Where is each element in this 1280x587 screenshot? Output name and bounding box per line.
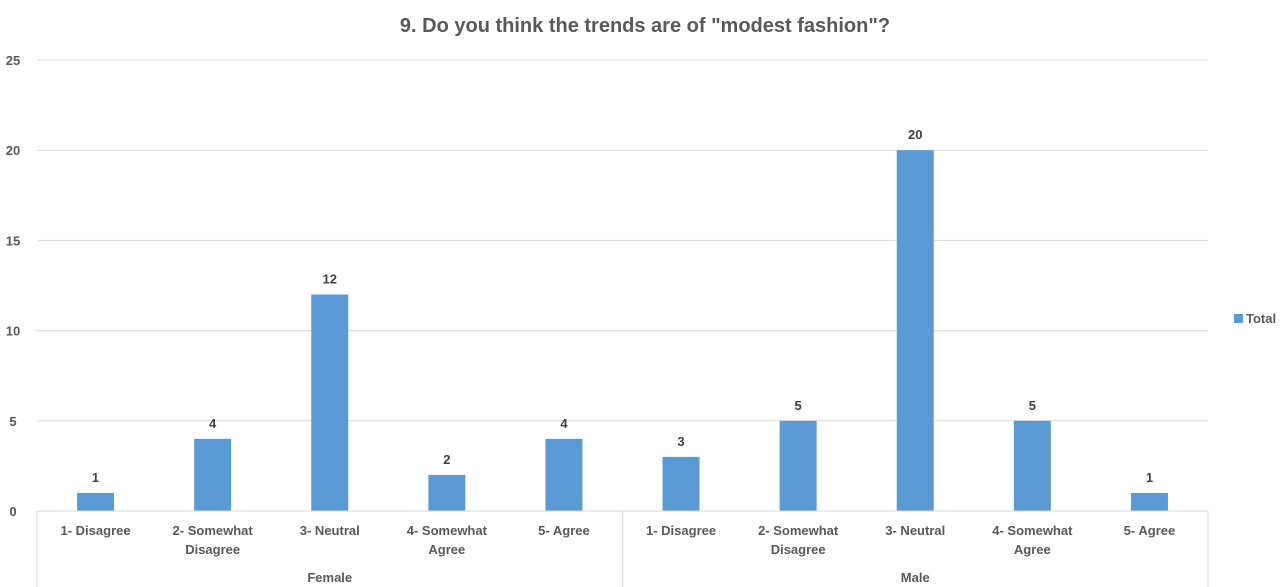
data-label: 4	[560, 416, 568, 431]
x-tick-label: 4- Somewhat Agree	[407, 523, 488, 557]
y-tick-label: 15	[6, 233, 20, 248]
x-tick-label: 3- Neutral	[885, 523, 945, 538]
x-tick-label: 2- Somewhat Disagree	[758, 523, 839, 557]
x-tick-label: 1- Disagree	[646, 523, 716, 538]
bar	[1130, 492, 1168, 511]
y-axis: 0 5 10 15 20 25	[6, 53, 20, 519]
data-label: 1	[1146, 470, 1153, 485]
data-label: 4	[209, 416, 217, 431]
x-tick-label: 4- Somewhat Agree	[992, 523, 1073, 557]
bar	[77, 492, 115, 511]
bar	[896, 150, 934, 511]
y-tick-label: 10	[6, 324, 20, 339]
bar	[428, 474, 466, 511]
data-label: 3	[677, 434, 684, 449]
legend-swatch	[1234, 314, 1243, 323]
bar	[311, 294, 349, 511]
bars	[77, 150, 1168, 511]
data-label: 1	[92, 470, 99, 485]
x-tick-label: 5- Agree	[1124, 523, 1176, 538]
x-tick-label: 3- Neutral	[300, 523, 360, 538]
group-label: Male	[901, 570, 930, 585]
y-tick-label: 25	[6, 53, 20, 68]
bar	[545, 438, 583, 511]
bar	[662, 456, 700, 511]
x-tick-label: 5- Agree	[538, 523, 590, 538]
data-label: 2	[443, 452, 450, 467]
y-tick-label: 0	[9, 504, 16, 519]
x-tick-label: 1- Disagree	[61, 523, 131, 538]
chart-title: 9. Do you think the trends are of "modes…	[400, 15, 890, 37]
x-axis: 1- Disagree 2- Somewhat Disagree 3- Neutral…	[36, 510, 1209, 587]
data-label: 12	[323, 272, 337, 287]
legend: Total	[1234, 311, 1276, 326]
data-label: 5	[795, 398, 802, 413]
group-label: Female	[307, 570, 352, 585]
gridlines	[37, 59, 1208, 422]
x-tick-label: 2- Somewhat Disagree	[173, 523, 254, 557]
bar	[194, 438, 232, 511]
data-label: 5	[1029, 398, 1036, 413]
bar	[779, 420, 817, 511]
data-label: 20	[908, 127, 922, 142]
bar	[1013, 420, 1051, 511]
y-tick-label: 20	[6, 143, 20, 158]
y-tick-label: 5	[9, 414, 16, 429]
legend-label: Total	[1246, 311, 1276, 326]
